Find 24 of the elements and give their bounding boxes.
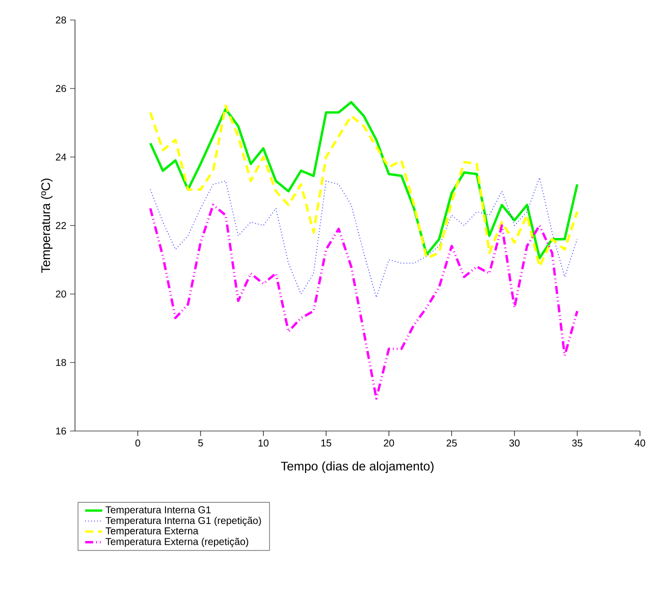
y-tick-label: 22: [56, 222, 66, 229]
legend-label: Temperatura Externa: [106, 527, 198, 536]
y-tick-label: 16: [56, 427, 66, 435]
legend-label: Temperatura Interna G1 (repetição): [106, 516, 261, 526]
y-axis-title: Temperatura (ºC): [40, 178, 53, 273]
line-series: [149, 204, 578, 400]
y-tick-label: 26: [56, 84, 66, 92]
x-tick-label: 5: [198, 440, 203, 446]
x-axis-title: Tempo (dias de alojamento): [280, 461, 434, 474]
x-tick-label: 0: [135, 440, 140, 447]
x-tick-label: 35: [572, 440, 582, 447]
x-tick-label: 25: [446, 440, 457, 447]
y-tick-label: 20: [56, 290, 66, 298]
x-tick-label: 10: [258, 440, 268, 447]
y-tick-label: 28: [56, 16, 66, 24]
line-series: [150, 177, 578, 298]
legend-label: Temperatura Externa (repetição): [106, 538, 248, 548]
y-tick-label: 18: [56, 358, 66, 366]
y-tick-label: 24: [56, 154, 66, 160]
legend-label: Temperatura Interna G1: [106, 506, 211, 516]
x-tick-label: 20: [384, 440, 394, 447]
x-tick-label: 15: [321, 440, 332, 446]
x-tick-label: 40: [634, 440, 646, 447]
x-tick-label: 30: [509, 440, 520, 447]
